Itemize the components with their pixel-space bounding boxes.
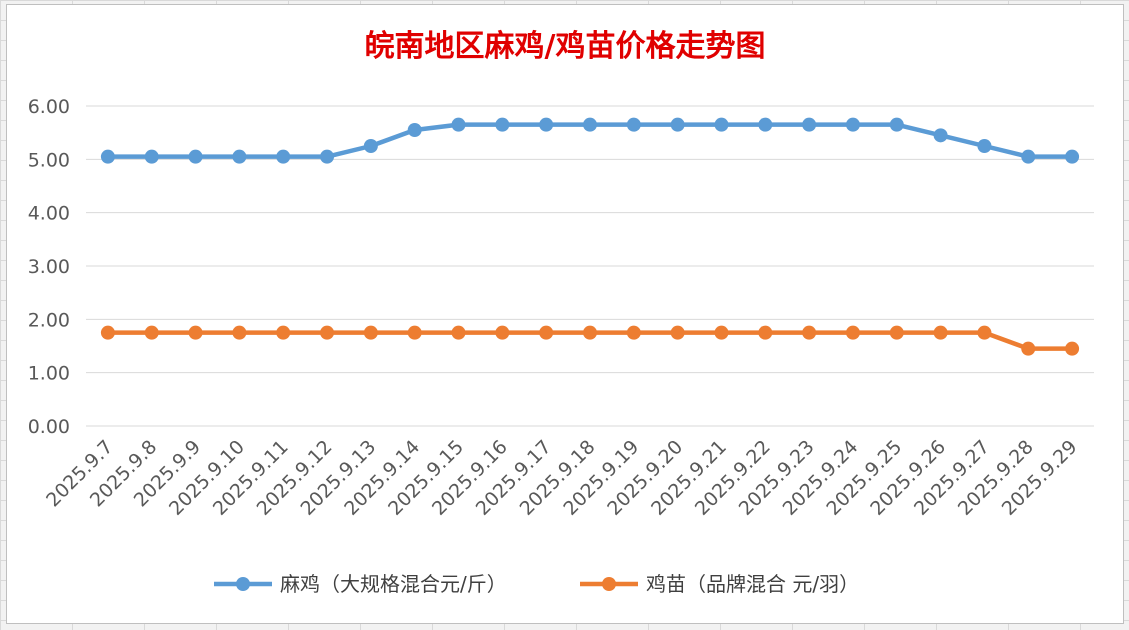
y-tick-label: 2.00	[28, 309, 70, 331]
data-point	[407, 123, 422, 137]
data-point	[626, 117, 641, 132]
data-point	[539, 117, 554, 132]
data-point	[495, 117, 510, 132]
data-point	[100, 149, 115, 164]
data-point	[1065, 149, 1080, 164]
data-point	[276, 149, 291, 164]
y-tick-label: 5.00	[28, 149, 70, 171]
y-tick-label: 4.00	[28, 203, 70, 225]
data-point	[1021, 341, 1036, 356]
data-point	[407, 325, 422, 340]
data-point	[188, 325, 203, 340]
legend-label: 麻鸡（大规格混合元/斤）	[280, 572, 507, 596]
gridlines	[86, 105, 1094, 427]
data-point	[495, 325, 510, 340]
legend-swatch-marker	[236, 577, 250, 591]
data-point	[933, 325, 948, 340]
data-point	[583, 117, 597, 132]
data-point	[144, 149, 159, 164]
data-point	[933, 128, 948, 143]
data-point	[451, 325, 466, 340]
y-tick-label: 6.00	[28, 96, 70, 118]
data-point	[845, 325, 860, 340]
data-point	[232, 149, 247, 164]
data-point	[583, 325, 597, 340]
data-point	[232, 325, 247, 340]
data-point	[320, 325, 335, 340]
data-point	[714, 117, 729, 132]
data-point	[276, 325, 291, 340]
data-point	[363, 325, 378, 340]
y-tick-label: 0.00	[28, 416, 70, 438]
y-axis-ticks: 0.00 1.00 2.00 3.00 4.00 5.00 6.00	[28, 96, 70, 438]
data-point	[977, 325, 992, 340]
data-point	[670, 325, 685, 340]
data-point	[363, 139, 378, 153]
data-point	[451, 117, 466, 132]
x-axis-ticks: 2025.9.72025.9.82025.9.92025.9.102025.9.…	[42, 436, 1082, 520]
y-tick-label: 3.00	[28, 256, 70, 278]
chart-area[interactable]	[6, 4, 1124, 624]
data-point	[802, 325, 817, 340]
series-lines	[100, 117, 1080, 356]
data-point	[626, 325, 641, 340]
data-point	[758, 117, 773, 132]
data-point	[144, 325, 159, 340]
data-point	[100, 325, 115, 340]
legend-label: 鸡苗（品牌混合 元/羽）	[646, 572, 859, 596]
data-point	[188, 149, 203, 164]
data-point	[1065, 341, 1080, 356]
data-point	[320, 149, 335, 164]
data-point	[758, 325, 773, 340]
data-point	[670, 117, 685, 132]
data-point	[845, 117, 860, 132]
data-point	[1021, 149, 1036, 164]
y-tick-label: 1.00	[28, 363, 70, 385]
data-point	[889, 117, 904, 132]
data-point	[714, 325, 729, 340]
chart-title: 皖南地区麻鸡/鸡苗价格走势图	[365, 29, 766, 64]
data-point	[889, 325, 904, 340]
data-point	[802, 117, 817, 132]
legend-swatch-marker	[602, 577, 616, 591]
data-point	[539, 325, 554, 340]
data-point	[977, 139, 992, 153]
legend: 麻鸡（大规格混合元/斤） 鸡苗（品牌混合 元/羽）	[214, 572, 859, 596]
